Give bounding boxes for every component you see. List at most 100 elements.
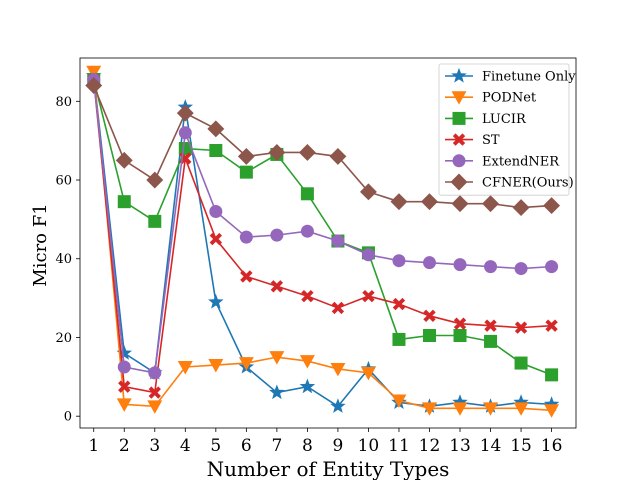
data-point: [452, 402, 468, 416]
data-point: [117, 360, 131, 374]
data-point: [421, 193, 438, 211]
data-point: [269, 351, 285, 365]
data-point: [545, 260, 559, 274]
legend-marker: [450, 173, 468, 191]
data-point: [177, 361, 193, 375]
y-tick-label: 80: [55, 95, 72, 110]
data-point: [118, 380, 131, 393]
data-point: [361, 248, 375, 262]
data-point: [239, 165, 253, 179]
series-cfner-ours: [85, 77, 561, 217]
y-tick-label: 60: [55, 174, 72, 189]
x-tick-label: 7: [271, 436, 282, 456]
data-point: [329, 147, 347, 165]
legend-marker: [451, 67, 467, 83]
series-line: [92, 75, 552, 408]
data-point: [298, 144, 316, 161]
data-point: [117, 195, 131, 209]
data-point: [451, 195, 469, 213]
legend-item: PODNet: [445, 91, 537, 106]
y-tick-label: 20: [55, 331, 72, 346]
data-point: [238, 357, 254, 371]
data-point: [207, 120, 225, 138]
legend-marker: [452, 133, 466, 146]
data-point: [331, 301, 345, 315]
data-point: [422, 329, 436, 342]
series-podnet: [86, 65, 560, 418]
data-point: [299, 355, 315, 369]
legend-marker: [452, 111, 466, 125]
legend-label: ST: [482, 133, 500, 148]
data-point: [148, 214, 162, 228]
data-point: [209, 205, 223, 219]
legend: Finetune Only PODNet LUCIR ST ExtendNER CFNER…: [438, 63, 576, 196]
x-tick-label: 11: [388, 436, 410, 456]
legend-marker: [451, 91, 467, 105]
x-tick-label: 16: [541, 436, 563, 456]
data-point: [300, 224, 314, 238]
data-point: [513, 394, 529, 409]
y-tick-label: 40: [55, 252, 72, 267]
x-tick-label: 6: [241, 436, 252, 456]
series-extendner: [87, 73, 559, 380]
data-point: [209, 232, 222, 246]
data-point: [484, 260, 498, 274]
x-tick-label: 14: [480, 436, 502, 456]
data-point: [392, 254, 406, 268]
data-point: [482, 195, 499, 213]
x-tick-label: 8: [302, 436, 313, 456]
x-tick-label: 2: [119, 436, 130, 456]
data-point: [299, 378, 316, 394]
series-st: [87, 73, 558, 399]
legend-item: ExtendNER: [445, 154, 560, 169]
data-point: [543, 197, 561, 215]
data-point: [513, 402, 529, 416]
legend-label: ExtendNER: [482, 154, 560, 169]
data-point: [146, 171, 164, 189]
data-point: [148, 366, 162, 380]
data-point: [392, 332, 406, 346]
data-point: [391, 394, 407, 408]
data-point: [330, 362, 346, 377]
legend-label: Finetune Only: [482, 70, 576, 85]
data-point: [116, 398, 132, 412]
data-point: [484, 334, 498, 348]
data-point: [176, 104, 194, 122]
data-point: [423, 309, 436, 322]
data-point: [484, 319, 497, 332]
series-line: [92, 79, 552, 374]
data-point: [422, 256, 436, 270]
data-point: [514, 356, 528, 370]
data-point: [270, 228, 284, 242]
data-point: [115, 151, 133, 169]
data-point: [208, 293, 224, 309]
legend-item: Finetune Only: [445, 67, 576, 85]
plot-layer: [85, 65, 561, 418]
x-tick-label: 13: [449, 436, 471, 456]
series-line: [92, 79, 552, 376]
data-point: [239, 230, 253, 244]
data-point: [514, 262, 528, 276]
data-point: [453, 329, 467, 342]
data-point: [453, 258, 467, 272]
data-point: [422, 402, 437, 416]
legend-label: CFNER(Ours): [482, 176, 574, 191]
data-point: [116, 345, 132, 360]
x-tick-label: 9: [333, 436, 344, 456]
x-axis-title: Number of Entity Types: [207, 457, 450, 480]
legend-item: LUCIR: [445, 111, 527, 127]
data-point: [545, 319, 558, 332]
data-point: [178, 142, 192, 156]
data-point: [331, 234, 345, 248]
x-tick-label: 15: [510, 436, 532, 456]
data-point: [545, 368, 559, 382]
data-point: [178, 126, 192, 140]
x-tick-label: 12: [419, 436, 441, 456]
data-point: [543, 396, 560, 411]
data-point: [240, 270, 253, 283]
y-axis-title: Micro F1: [30, 203, 51, 286]
data-point: [452, 394, 468, 409]
data-point: [359, 183, 377, 201]
